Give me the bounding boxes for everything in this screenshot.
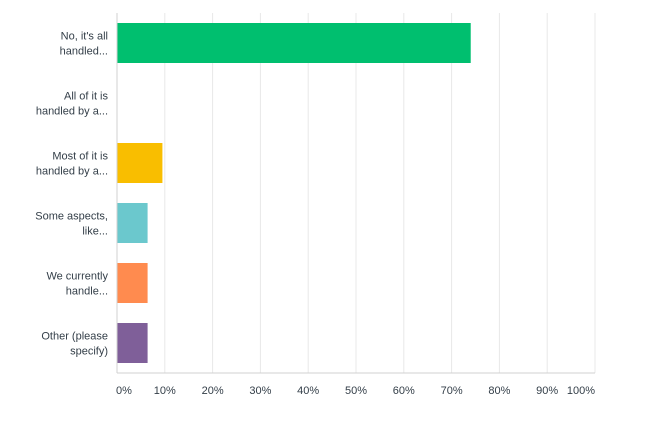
category-label: We currently handle...	[46, 271, 108, 298]
x-tick-label: 90%	[536, 385, 558, 397]
category-label-line: like...	[82, 226, 108, 238]
x-tick-label: 40%	[297, 385, 319, 397]
x-tick-label: 30%	[249, 385, 271, 397]
x-tick-label: 60%	[393, 385, 415, 397]
bar[interactable]	[117, 323, 148, 363]
category-labels: No, it's all handled... All of it is handle…	[35, 31, 108, 358]
category-label-line: specify)	[70, 346, 108, 358]
category-label: Some aspects, like...	[35, 211, 108, 238]
bars	[117, 23, 471, 363]
x-tick-label: 20%	[202, 385, 224, 397]
category-label: Other (please specify)	[41, 331, 108, 358]
x-tick-label: 0%	[116, 385, 132, 397]
category-label: All of it is handled by a...	[36, 91, 109, 118]
category-label-line: Some aspects,	[35, 211, 108, 223]
gridlines	[164, 13, 596, 373]
category-label-line: We currently	[46, 271, 108, 283]
bar[interactable]	[117, 203, 148, 243]
x-tick-label: 80%	[488, 385, 510, 397]
bar[interactable]	[117, 23, 471, 63]
category-label-line: All of it is	[64, 91, 109, 103]
category-label: No, it's all handled...	[60, 31, 108, 58]
category-label-line: handled by a...	[36, 106, 108, 118]
category-label-line: Most of it is	[52, 151, 108, 163]
x-tick-label: 50%	[345, 385, 367, 397]
x-tick-label: 100%	[567, 385, 595, 397]
category-label-line: handle...	[66, 286, 108, 298]
x-tick-label: 70%	[441, 385, 463, 397]
bar[interactable]	[117, 263, 148, 303]
category-label: Most of it is handled by a...	[36, 151, 109, 178]
x-tick-label: 10%	[154, 385, 176, 397]
category-label-line: handled...	[60, 46, 108, 58]
category-label-line: Other (please	[41, 331, 108, 343]
category-label-line: handled by a...	[36, 166, 108, 178]
bar[interactable]	[117, 143, 163, 183]
x-axis-ticks: 0% 10% 20% 30% 40% 50% 60% 70% 80% 90% 100%	[116, 385, 595, 397]
category-label-line: No, it's all	[61, 31, 108, 43]
